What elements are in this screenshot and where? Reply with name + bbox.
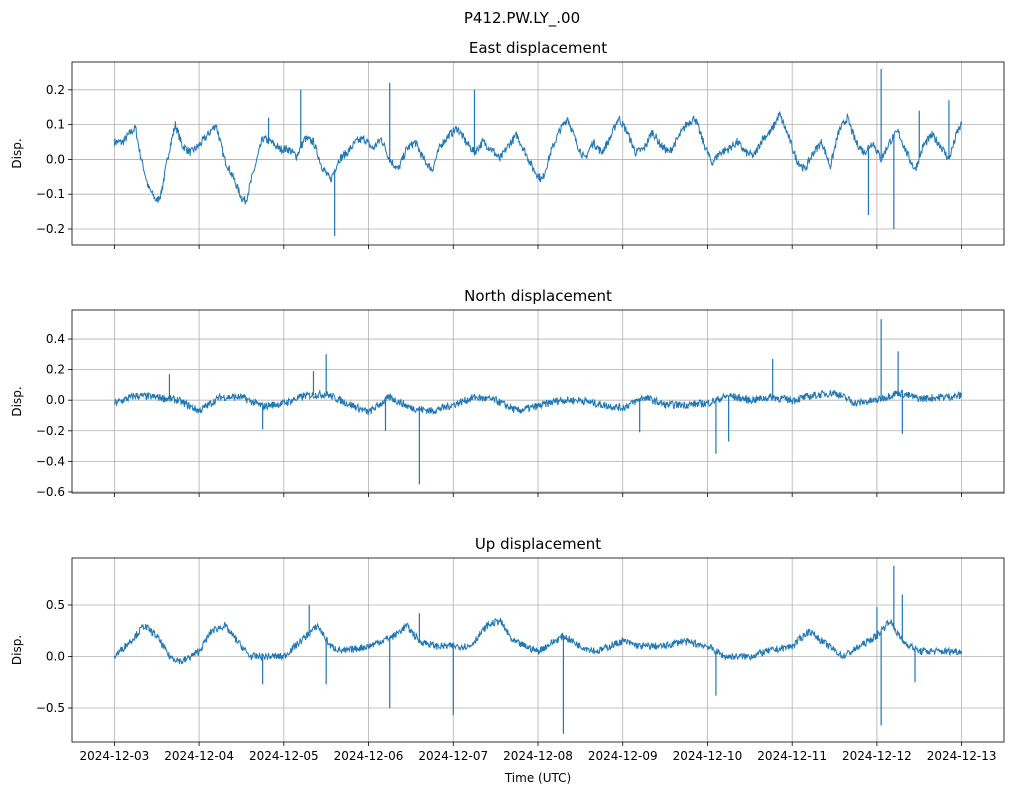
y-axis-label: Disp. [10,386,24,416]
panel-title: Up displacement [475,535,601,553]
x-tick-label: 2024-12-06 [334,749,404,763]
y-tick-label: 0.2 [46,363,65,377]
panel-2: 2024-12-03 2024-12-04 2024-12-05 2024-12-06… [10,535,1005,763]
y-tick-label: −0.1 [36,187,65,201]
axes-frame [71,61,1005,246]
suptitle: P412.PW.LY_.00 [464,9,580,28]
y-tick-label: 0.0 [46,393,65,407]
y-tick-label: 0.4 [46,332,65,346]
x-tick-label: 2024-12-09 [588,749,658,763]
series-line [114,388,963,416]
x-tick-label: 2024-12-04 [164,749,234,763]
y-tick-label: 0.5 [46,598,65,612]
x-tick-label: 2024-12-07 [418,749,488,763]
x-tick-label: 2024-12-13 [927,749,997,763]
x-axis-label: Time (UTC) [504,771,571,785]
x-tick-label: 2024-12-12 [842,749,912,763]
x-tick-label: 2024-12-11 [757,749,827,763]
y-tick-label: −0.2 [36,424,65,438]
x-tick-label: 2024-12-08 [503,749,573,763]
y-tick-label: −0.5 [36,701,65,715]
y-tick-label: 0.1 [46,118,65,132]
y-tick-label: −0.2 [36,222,65,236]
panel-0: −0.2 −0.1 0.0 0.1 0.2 East displacement Disp. [10,39,1005,249]
x-tick-label: 2024-12-10 [673,749,743,763]
x-tick-label: 2024-12-05 [249,749,319,763]
panel-1: −0.6 −0.4 −0.2 0.0 0.2 0.4 North displacement D… [10,287,1005,499]
x-tick-label: 2024-12-03 [79,749,149,763]
y-tick-label: 0.2 [46,83,65,97]
y-tick-label: 0.0 [46,152,65,166]
panel-title: North displacement [464,287,612,305]
y-axis-label: Disp. [10,138,24,168]
series-line [113,617,963,665]
y-tick-label: 0.0 [46,649,65,663]
y-tick-label: −0.6 [36,485,65,499]
y-tick-label: −0.4 [36,454,65,468]
y-axis-label: Disp. [10,635,24,665]
axes-frame [71,309,1005,494]
series-line [113,111,963,205]
axes-frame [71,557,1005,743]
panel-title: East displacement [469,39,607,57]
